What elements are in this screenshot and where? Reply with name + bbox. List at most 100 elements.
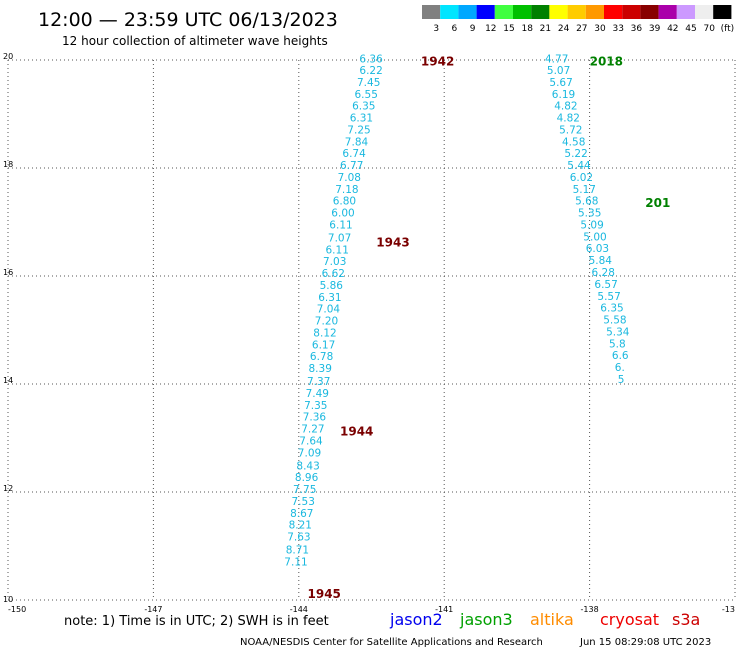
legend-label: 18 (521, 24, 533, 34)
legend-label: 12 (485, 24, 496, 34)
y-tick-label: 16 (3, 268, 13, 277)
wave-height-legend: 3 6 9 12 15 18 21 24 27 30 33 36 39 42 45 70 (ft) (422, 5, 734, 34)
legend-swatch (585, 5, 604, 19)
legend-swatch (567, 5, 586, 19)
legend-swatch (531, 5, 550, 19)
satellite-jason2: jason2 (389, 610, 443, 629)
legend-label: (ft) (721, 24, 735, 34)
wave-height-point: 4.58 (562, 136, 585, 148)
satellite-jason3: jason3 (459, 610, 513, 629)
legend-swatch (658, 5, 677, 19)
wave-height-point: 5.86 (320, 280, 344, 292)
wave-height-point: 4.82 (554, 101, 577, 113)
wave-height-point: 7.04 (317, 304, 341, 316)
pass-time-label: 1942 (421, 54, 454, 68)
wave-height-point: 6.80 (333, 196, 356, 208)
wave-height-point: 5.8 (609, 338, 626, 350)
legend-swatch (640, 5, 659, 19)
legend-label: 24 (558, 24, 570, 34)
legend-label: 45 (685, 24, 696, 34)
legend-swatch (440, 5, 459, 19)
legend-label: 39 (649, 24, 661, 34)
wave-height-point: 7.18 (335, 184, 358, 196)
wave-height-point: 6. (615, 362, 625, 374)
wave-height-point: 5.34 (606, 326, 630, 338)
legend-swatch (695, 5, 714, 19)
timestamp-text: Jun 15 08:29:08 UTC 2023 (579, 637, 711, 648)
wave-height-point: 6.00 (331, 208, 354, 220)
legend-swatch (422, 5, 441, 19)
legend-label: 6 (452, 24, 458, 34)
wave-height-point: 8.21 (289, 520, 312, 532)
wave-height-point: 6.6 (612, 350, 629, 362)
wave-height-values: 6.366.227.456.556.356.317.257.846.746.77… (284, 54, 629, 569)
legend-swatch (549, 5, 568, 19)
wave-height-point: 6.22 (359, 65, 382, 77)
legend-label: 9 (470, 24, 476, 34)
y-tick-label: 12 (3, 484, 13, 493)
wave-height-point: 6.03 (586, 243, 609, 255)
wave-height-point: 6.02 (570, 172, 593, 184)
y-tick-label: 20 (3, 52, 13, 61)
wave-height-point: 7.08 (338, 172, 361, 184)
wave-height-point: 6.31 (318, 292, 341, 304)
wave-height-point: 7.25 (347, 124, 370, 136)
x-tick-label: -138 (581, 605, 599, 614)
wave-height-point: 8.43 (296, 460, 319, 472)
wave-height-point: 8.71 (286, 545, 309, 557)
chart-title: 12:00 — 23:59 UTC 06/13/2023 (38, 9, 338, 31)
legend-swatch (513, 5, 532, 19)
x-tick-label: -150 (8, 605, 26, 614)
chart-subtitle: 12 hour collection of altimeter wave hei… (62, 34, 328, 48)
wave-height-point: 6.11 (326, 244, 349, 256)
wave-height-point: 5.00 (583, 231, 606, 243)
satellite-altika: altika (530, 610, 574, 629)
wave-height-point: 6.17 (312, 339, 335, 351)
wave-height-point: 8.12 (313, 328, 336, 340)
wave-height-point: 5.57 (597, 291, 620, 303)
wave-height-point: 6.57 (594, 279, 617, 291)
y-tick-label: 10 (3, 595, 13, 604)
legend-swatch (713, 5, 732, 19)
wave-height-point: 7.35 (304, 400, 327, 412)
legend-label: 42 (667, 24, 678, 34)
x-tick-label: -144 (290, 605, 308, 614)
wave-height-point: 5.84 (589, 255, 613, 267)
satellite-s3a: s3a (672, 610, 700, 629)
legend-label: 15 (503, 24, 514, 34)
x-tick-label: -141 (435, 605, 453, 614)
y-tick-label: 18 (3, 160, 13, 169)
legend-swatch (476, 5, 495, 19)
pass-time-label: 201 (645, 196, 670, 210)
wave-height-point: 7.53 (292, 496, 315, 508)
y-tick-label: 14 (3, 376, 13, 385)
wave-height-point: 6.35 (352, 101, 375, 113)
wave-height-point: 6.62 (322, 268, 345, 280)
wave-height-point: 6.55 (355, 89, 378, 101)
wave-height-point: 5.35 (578, 208, 601, 220)
wave-height-point: 7.37 (307, 376, 330, 388)
wave-height-point: 6.11 (329, 220, 352, 232)
wave-height-point: 8.39 (309, 363, 332, 375)
wave-height-point: 5.09 (580, 220, 603, 232)
wave-height-point: 6.36 (359, 54, 383, 66)
x-tick-label: -147 (144, 605, 162, 614)
axis-tick-labels: -150 -147 -144 -141 -138 -13 12 14 16 18 20 10 (3, 52, 735, 614)
x-tick-label: -13 (722, 605, 735, 614)
wave-height-point: 6.19 (552, 89, 575, 101)
wave-height-point: 6.31 (350, 113, 373, 125)
legend-label: 33 (612, 24, 623, 34)
legend-label: 27 (576, 24, 587, 34)
wave-height-point: 8.67 (290, 508, 313, 520)
wave-height-point: 4.77 (545, 54, 568, 66)
legend-swatch (494, 5, 513, 19)
wave-height-point: 8.96 (295, 472, 319, 484)
wave-height-point: 6.35 (600, 303, 623, 315)
wave-height-point: 5.67 (549, 77, 572, 89)
wave-height-point: 7.63 (287, 532, 310, 544)
wave-height-point: 6.28 (592, 267, 615, 279)
wave-height-point: 7.49 (306, 388, 329, 400)
legend-swatch (676, 5, 695, 19)
satellite-legend: jason2 jason3 altika cryosat s3a (389, 610, 700, 629)
